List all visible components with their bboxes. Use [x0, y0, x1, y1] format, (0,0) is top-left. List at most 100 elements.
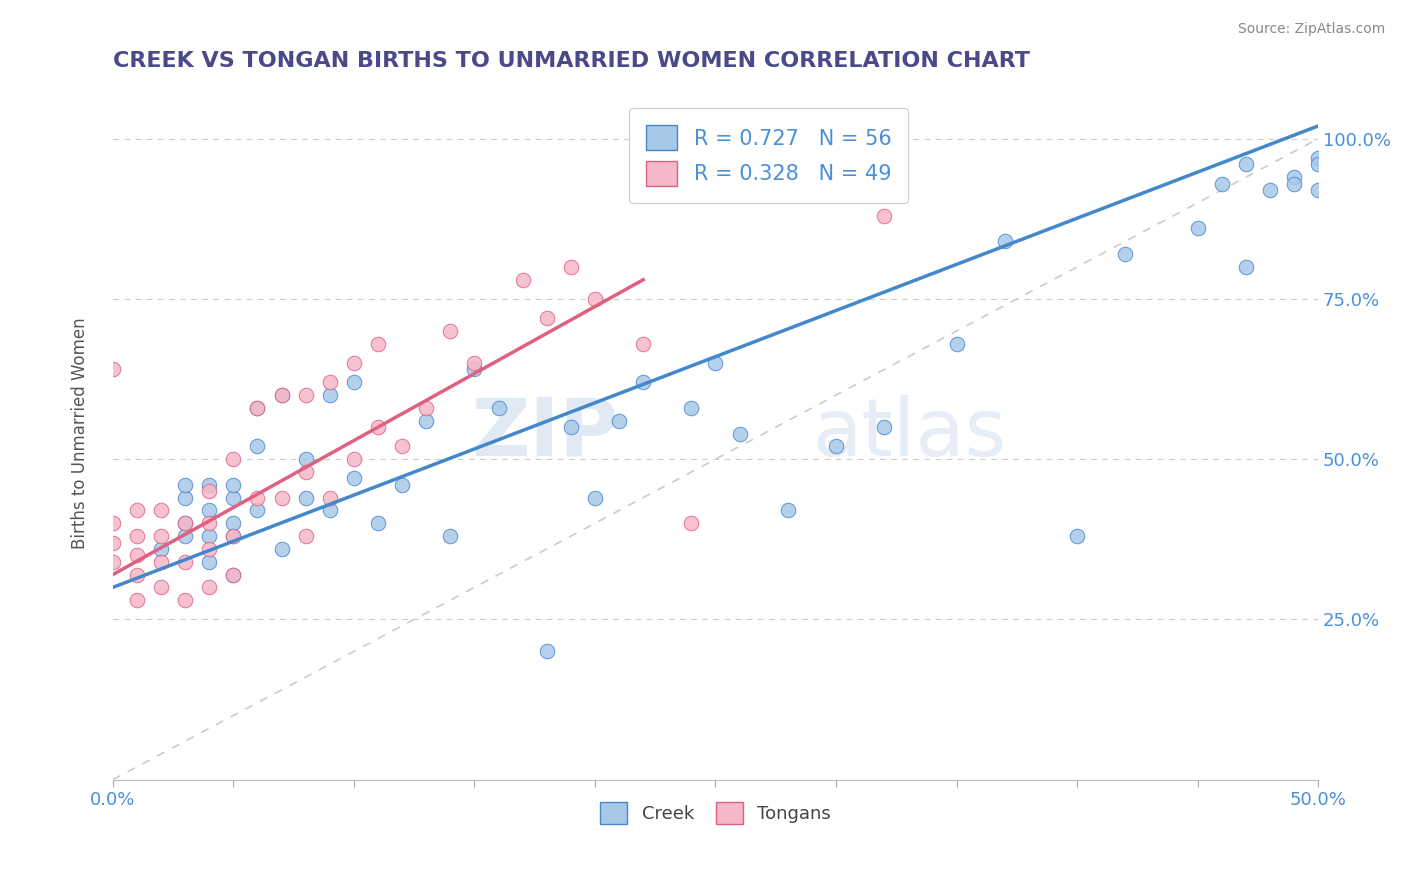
Point — [270, 388, 292, 402]
Point — [270, 388, 292, 402]
Point — [367, 336, 389, 351]
Point — [343, 376, 366, 390]
Point — [198, 541, 221, 556]
Point — [198, 503, 221, 517]
Point — [319, 388, 342, 402]
Point — [222, 567, 245, 582]
Text: CREEK VS TONGAN BIRTHS TO UNMARRIED WOMEN CORRELATION CHART: CREEK VS TONGAN BIRTHS TO UNMARRIED WOME… — [112, 51, 1029, 70]
Point — [319, 491, 342, 505]
Point — [1234, 260, 1257, 274]
Point — [246, 439, 269, 453]
Point — [391, 439, 413, 453]
Text: atlas: atlas — [811, 394, 1007, 473]
Point — [463, 362, 485, 376]
Point — [174, 491, 197, 505]
Point — [174, 478, 197, 492]
Point — [343, 471, 366, 485]
Point — [728, 164, 751, 178]
Point — [1282, 170, 1305, 185]
Point — [319, 503, 342, 517]
Point — [270, 541, 292, 556]
Point — [536, 644, 558, 658]
Point — [1234, 157, 1257, 171]
Point — [294, 388, 316, 402]
Point — [391, 478, 413, 492]
Point — [560, 420, 582, 434]
Point — [174, 516, 197, 531]
Point — [222, 529, 245, 543]
Point — [536, 311, 558, 326]
Point — [101, 535, 124, 549]
Point — [198, 516, 221, 531]
Point — [681, 516, 703, 531]
Point — [873, 420, 896, 434]
Point — [150, 503, 173, 517]
Point — [222, 567, 245, 582]
Point — [439, 324, 461, 338]
Point — [125, 503, 148, 517]
Point — [222, 478, 245, 492]
Point — [560, 260, 582, 274]
Point — [607, 414, 630, 428]
Point — [174, 516, 197, 531]
Point — [825, 439, 848, 453]
Point — [174, 529, 197, 543]
Point — [222, 452, 245, 467]
Point — [681, 401, 703, 415]
Point — [1308, 183, 1330, 197]
Point — [222, 516, 245, 531]
Point — [415, 414, 437, 428]
Point — [101, 555, 124, 569]
Point — [101, 362, 124, 376]
Point — [343, 452, 366, 467]
Point — [631, 376, 654, 390]
Point — [463, 356, 485, 370]
Point — [294, 491, 316, 505]
Point — [150, 529, 173, 543]
Point — [125, 549, 148, 563]
Point — [704, 356, 727, 370]
Point — [800, 183, 823, 197]
Point — [198, 484, 221, 499]
Point — [512, 273, 534, 287]
Point — [222, 529, 245, 543]
Y-axis label: Births to Unmarried Women: Births to Unmarried Women — [72, 318, 89, 549]
Point — [1066, 529, 1088, 543]
Point — [246, 491, 269, 505]
Point — [1258, 183, 1281, 197]
Point — [150, 555, 173, 569]
Point — [1308, 157, 1330, 171]
Text: Source: ZipAtlas.com: Source: ZipAtlas.com — [1237, 22, 1385, 37]
Point — [125, 529, 148, 543]
Point — [367, 420, 389, 434]
Point — [1282, 177, 1305, 191]
Point — [101, 516, 124, 531]
Point — [174, 593, 197, 607]
Point — [583, 292, 606, 306]
Point — [150, 580, 173, 594]
Text: ZIP: ZIP — [472, 394, 619, 473]
Point — [631, 336, 654, 351]
Point — [415, 401, 437, 415]
Point — [873, 209, 896, 223]
Point — [1187, 221, 1209, 235]
Point — [776, 503, 799, 517]
Point — [945, 336, 967, 351]
Point — [150, 541, 173, 556]
Point — [488, 401, 510, 415]
Point — [270, 491, 292, 505]
Point — [1308, 151, 1330, 165]
Point — [294, 465, 316, 479]
Point — [319, 376, 342, 390]
Point — [1114, 247, 1136, 261]
Point — [704, 183, 727, 197]
Point — [198, 529, 221, 543]
Point — [294, 452, 316, 467]
Point — [198, 555, 221, 569]
Point — [174, 555, 197, 569]
Point — [728, 426, 751, 441]
Point — [246, 503, 269, 517]
Point — [583, 491, 606, 505]
Point — [125, 567, 148, 582]
Point — [439, 529, 461, 543]
